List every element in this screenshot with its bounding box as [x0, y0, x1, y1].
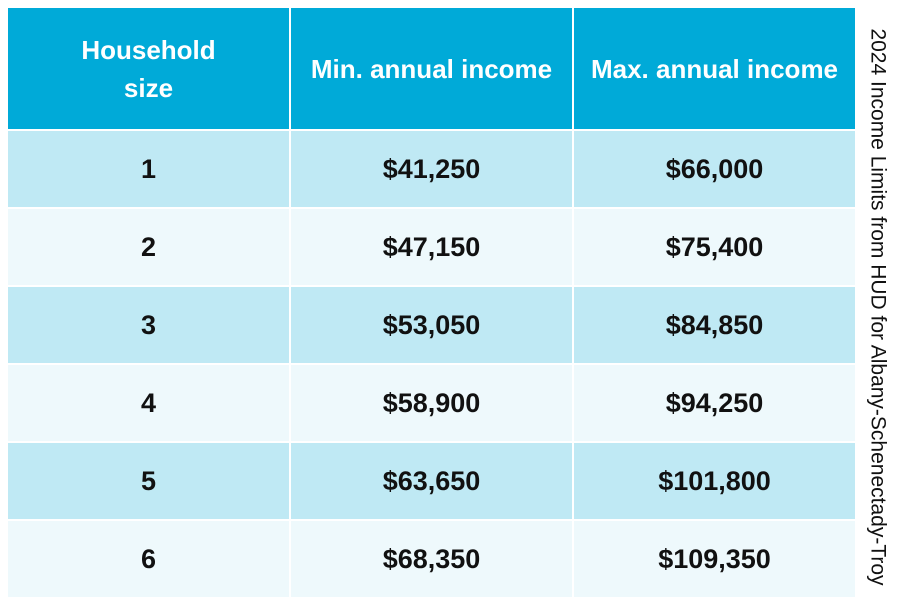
row-4-size: 4 [8, 365, 289, 441]
row-1-min: $41,250 [291, 131, 572, 207]
row-5-max: $101,800 [574, 443, 855, 519]
row-5-min: $63,650 [291, 443, 572, 519]
row-6-size: 6 [8, 521, 289, 597]
side-title: 2024 Income Limits from HUD for Albany-S… [867, 27, 891, 586]
row-4-min: $58,900 [291, 365, 572, 441]
row-6-max: $109,350 [574, 521, 855, 597]
row-2-max: $75,400 [574, 209, 855, 285]
header-max-income: Max. annual income [574, 8, 855, 129]
header-household-size-line1: Household [81, 34, 216, 65]
row-5-size: 5 [8, 443, 289, 519]
header-household-size: Household size [8, 8, 289, 129]
row-6-min: $68,350 [291, 521, 572, 597]
row-2-min: $47,150 [291, 209, 572, 285]
row-3-min: $53,050 [291, 287, 572, 363]
row-2-size: 2 [8, 209, 289, 285]
header-min-income: Min. annual income [291, 8, 572, 129]
row-3-max: $84,850 [574, 287, 855, 363]
row-3-size: 3 [8, 287, 289, 363]
header-household-size-line2: size [123, 72, 174, 103]
side-title-container: 2024 Income Limits from HUD for Albany-S… [858, 8, 898, 605]
row-4-max: $94,250 [574, 365, 855, 441]
row-1-size: 1 [8, 131, 289, 207]
income-limits-table: Household size Min. annual income Max. a… [8, 8, 855, 597]
row-1-max: $66,000 [574, 131, 855, 207]
